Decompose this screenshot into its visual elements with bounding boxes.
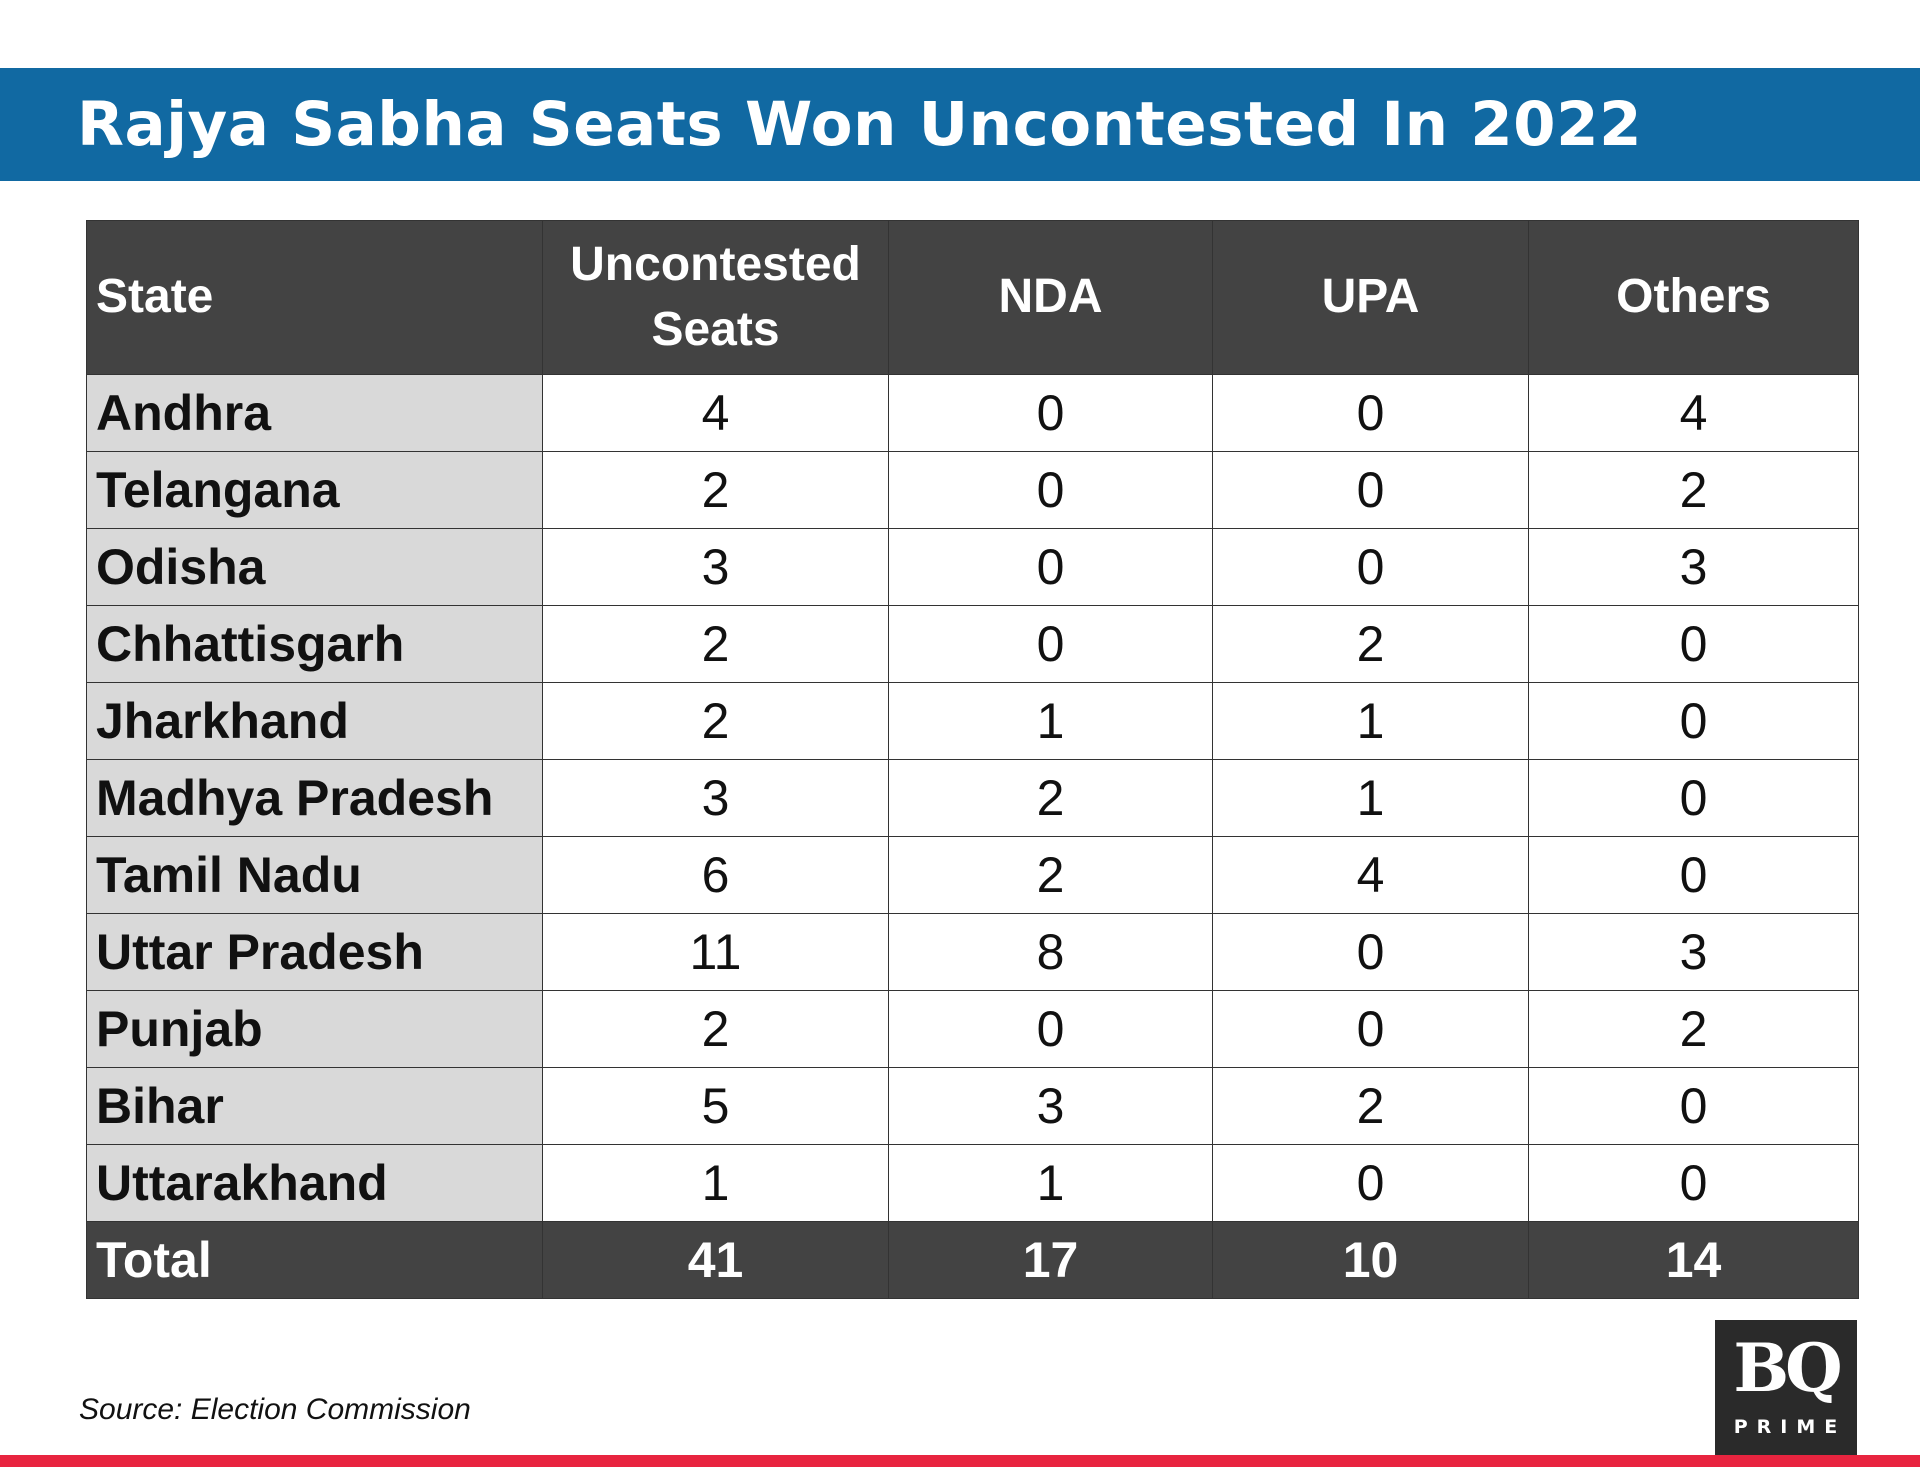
logo-sub-text: PRIME [1733, 1416, 1847, 1438]
upa-cell: 2 [1212, 605, 1529, 683]
upa-cell: 0 [1212, 913, 1529, 991]
total-others-cell: 14 [1528, 1221, 1859, 1299]
table-row: Telangana 2 0 0 2 [86, 451, 1859, 529]
uncontested-cell: 6 [542, 836, 889, 914]
table-row: Chhattisgarh 2 0 2 0 [86, 605, 1859, 683]
uncontested-cell: 2 [542, 990, 889, 1068]
uncontested-cell: 2 [542, 605, 889, 683]
upa-cell: 0 [1212, 451, 1529, 529]
table-row: Andhra 4 0 0 4 [86, 374, 1859, 452]
uncontested-cell: 1 [542, 1144, 889, 1222]
title-bar: Rajya Sabha Seats Won Uncontested In 202… [0, 68, 1920, 181]
header-state: State [86, 220, 543, 375]
nda-cell: 0 [888, 605, 1213, 683]
others-cell: 0 [1528, 605, 1859, 683]
table-row: Bihar 5 3 2 0 [86, 1067, 1859, 1145]
total-row: Total 41 17 10 14 [86, 1221, 1859, 1299]
nda-cell: 1 [888, 1144, 1213, 1222]
state-cell: Odisha [86, 528, 543, 606]
seats-table: State Uncontested Seats NDA UPA Others A… [86, 220, 1859, 1299]
source-note: Source: Election Commission [79, 1393, 471, 1426]
upa-cell: 0 [1212, 528, 1529, 606]
chart-title: Rajya Sabha Seats Won Uncontested In 202… [77, 89, 1643, 160]
bq-prime-logo: BQ PRIME [1715, 1320, 1857, 1455]
nda-cell: 8 [888, 913, 1213, 991]
table-row: Uttarakhand 1 1 0 0 [86, 1144, 1859, 1222]
total-uncontested-cell: 41 [542, 1221, 889, 1299]
state-cell: Uttarakhand [86, 1144, 543, 1222]
state-cell: Uttar Pradesh [86, 913, 543, 991]
nda-cell: 0 [888, 374, 1213, 452]
header-uncontested-seats: Uncontested Seats [542, 220, 889, 375]
state-cell: Chhattisgarh [86, 605, 543, 683]
table-row: Uttar Pradesh 11 8 0 3 [86, 913, 1859, 991]
others-cell: 0 [1528, 836, 1859, 914]
total-label-cell: Total [86, 1221, 543, 1299]
header-nda: NDA [888, 220, 1213, 375]
upa-cell: 4 [1212, 836, 1529, 914]
uncontested-cell: 3 [542, 528, 889, 606]
uncontested-cell: 5 [542, 1067, 889, 1145]
table-body: Andhra 4 0 0 4 Telangana 2 0 0 2 Odisha … [86, 374, 1859, 1299]
others-cell: 0 [1528, 1067, 1859, 1145]
others-cell: 4 [1528, 374, 1859, 452]
total-upa-cell: 10 [1212, 1221, 1529, 1299]
uncontested-cell: 3 [542, 759, 889, 837]
table-row: Tamil Nadu 6 2 4 0 [86, 836, 1859, 914]
upa-cell: 0 [1212, 990, 1529, 1068]
header-upa: UPA [1212, 220, 1529, 375]
upa-cell: 1 [1212, 682, 1529, 760]
others-cell: 0 [1528, 1144, 1859, 1222]
state-cell: Telangana [86, 451, 543, 529]
others-cell: 0 [1528, 682, 1859, 760]
state-cell: Punjab [86, 990, 543, 1068]
uncontested-cell: 11 [542, 913, 889, 991]
table-row: Odisha 3 0 0 3 [86, 528, 1859, 606]
state-cell: Tamil Nadu [86, 836, 543, 914]
nda-cell: 2 [888, 836, 1213, 914]
nda-cell: 1 [888, 682, 1213, 760]
bottom-accent-bar [0, 1455, 1920, 1467]
state-cell: Madhya Pradesh [86, 759, 543, 837]
table-row: Madhya Pradesh 3 2 1 0 [86, 759, 1859, 837]
uncontested-cell: 2 [542, 682, 889, 760]
uncontested-cell: 4 [542, 374, 889, 452]
nda-cell: 0 [888, 451, 1213, 529]
header-others: Others [1528, 220, 1859, 375]
table-header-row: State Uncontested Seats NDA UPA Others [86, 220, 1859, 375]
others-cell: 0 [1528, 759, 1859, 837]
table-row: Punjab 2 0 0 2 [86, 990, 1859, 1068]
nda-cell: 0 [888, 528, 1213, 606]
others-cell: 3 [1528, 913, 1859, 991]
nda-cell: 0 [888, 990, 1213, 1068]
others-cell: 2 [1528, 990, 1859, 1068]
upa-cell: 2 [1212, 1067, 1529, 1145]
upa-cell: 0 [1212, 374, 1529, 452]
state-cell: Bihar [86, 1067, 543, 1145]
total-nda-cell: 17 [888, 1221, 1213, 1299]
upa-cell: 1 [1212, 759, 1529, 837]
nda-cell: 2 [888, 759, 1213, 837]
state-cell: Andhra [86, 374, 543, 452]
logo-main-text: BQ [1733, 1329, 1842, 1407]
others-cell: 3 [1528, 528, 1859, 606]
state-cell: Jharkhand [86, 682, 543, 760]
upa-cell: 0 [1212, 1144, 1529, 1222]
others-cell: 2 [1528, 451, 1859, 529]
table-row: Jharkhand 2 1 1 0 [86, 682, 1859, 760]
uncontested-cell: 2 [542, 451, 889, 529]
nda-cell: 3 [888, 1067, 1213, 1145]
